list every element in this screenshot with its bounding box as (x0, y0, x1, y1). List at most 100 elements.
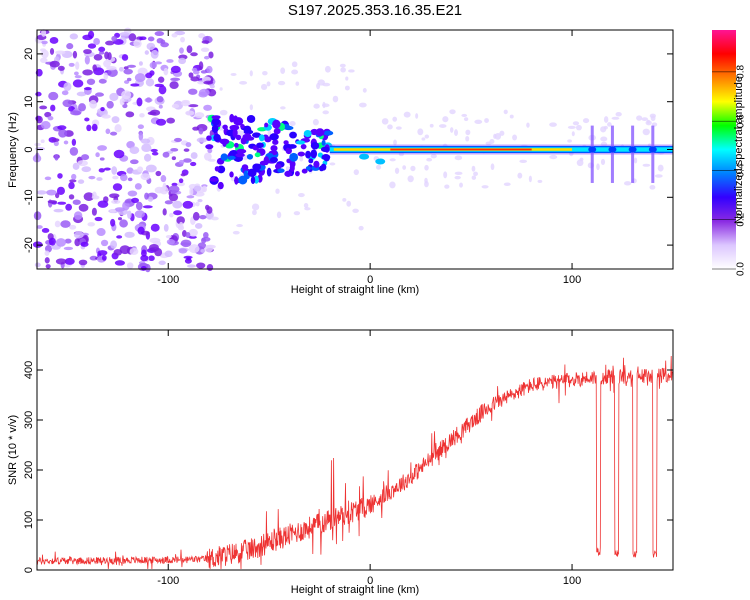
spectrogram-speckle (190, 161, 197, 167)
spectrogram-speckle (86, 124, 92, 132)
spectrogram-speckle (106, 65, 117, 71)
spectrogram-speckle (140, 138, 151, 144)
spectrogram-speckle (124, 80, 130, 84)
spectrogram-speckle (166, 239, 175, 245)
spectrogram-speckle (87, 222, 96, 227)
spectrogram-speckle (110, 218, 116, 227)
spectrogram-transition-cell (247, 168, 257, 177)
spectrogram-speckle (186, 256, 192, 261)
spectrogram-speckle (86, 78, 96, 85)
spectrogram-speckle (139, 113, 145, 118)
spectrogram-speckle (63, 246, 74, 251)
spectrogram-transition-cell (283, 125, 294, 131)
spectrogram-speckle (193, 185, 202, 192)
spectrogram-speckle (47, 116, 54, 121)
spectrogram-transition-cell (318, 165, 325, 172)
spectrogram-speckle (188, 244, 200, 254)
spectrogram-transition-cell (273, 128, 281, 135)
spectrogram-faint-speckle (454, 171, 463, 176)
spectrogram-speckle (141, 249, 147, 257)
spectrogram-speckle (200, 70, 208, 74)
spectrogram-speckle (129, 146, 140, 155)
spectrogram-speckle (170, 147, 179, 152)
spectrogram-transition-cell (321, 154, 331, 161)
spectrogram-speckle (65, 203, 73, 211)
spectrogram-speckle (198, 88, 210, 97)
spectrogram-speckle (119, 32, 130, 37)
spectrogram-faint-speckle (600, 158, 606, 166)
spectrogram-speckle (198, 33, 206, 39)
spectrogram-speckle (180, 36, 185, 43)
colorbar-tick-label: 0.2 (736, 212, 747, 226)
spectrogram-transition-cell (222, 124, 228, 130)
snr-y-tick-label: 400 (23, 361, 35, 379)
spectrogram-transition-cell (294, 171, 300, 177)
spectrogram-x-tick-label: 0 (367, 274, 373, 286)
spectrogram-x-tick-label: 100 (563, 274, 581, 286)
spectrogram-speckle (113, 149, 125, 159)
spectrogram-faint-speckle (517, 172, 523, 179)
spectrogram-speckle (162, 151, 170, 158)
spectrogram-speckle (162, 182, 167, 192)
spectrogram-speckle (125, 111, 135, 118)
spectrogram-speckle (180, 173, 186, 177)
spectrogram-speckle (111, 166, 118, 175)
spectrogram-speckle (97, 250, 108, 256)
spectrogram-faint-speckle (485, 141, 492, 146)
spectrogram-speckle (202, 185, 207, 193)
spectrogram-faint-speckle (345, 76, 349, 81)
spectrogram-speckle (96, 228, 106, 237)
spectrogram-speckle (166, 117, 175, 124)
spectrogram-faint-speckle (582, 118, 590, 124)
spectrogram-speckle (154, 83, 164, 88)
spectrogram-speckle (105, 40, 115, 46)
spectrogram-speckle (112, 175, 119, 180)
spectrogram-speckle (82, 69, 93, 76)
colorbar: 0.0 0.2 0.4 0.6 0.8 Normalized spectral ampl… (712, 30, 747, 276)
spectrogram-speckle (209, 84, 215, 89)
spectrogram-speckle (53, 140, 59, 147)
spectrogram-faint-speckle (219, 87, 223, 91)
spectrogram-faint-speckle (280, 67, 286, 74)
spectrogram-speckle (130, 159, 139, 165)
spectrogram-faint-speckle (252, 209, 257, 216)
spectrogram-speckle (117, 217, 123, 221)
spectrogram-dropout-spike (631, 125, 635, 183)
spectrogram-speckle (171, 156, 176, 161)
spectrogram-speckle (198, 61, 204, 71)
spectrogram-speckle (180, 239, 192, 248)
spectrogram-speckle (140, 266, 147, 271)
spectrogram-faint-speckle (454, 129, 458, 137)
snr-frame (36, 329, 674, 571)
spectrogram-speckle (137, 124, 144, 130)
spectrogram-speckle (150, 223, 160, 232)
spectrogram-speckle (189, 187, 194, 196)
spectrogram-speckle (133, 39, 142, 48)
spectrogram-speckle (87, 30, 95, 39)
spectrogram-speckle (36, 115, 43, 124)
spectrogram-speckle (54, 154, 59, 161)
spectrogram-transition-cell (211, 115, 221, 120)
spectrogram-speckle (107, 68, 118, 77)
spectrogram-speckle (48, 237, 56, 246)
spectrogram-faint-speckle (236, 224, 243, 228)
spectrogram-speckle (83, 49, 92, 55)
spectrogram-transition-cell (234, 176, 239, 185)
spectrogram-faint-speckle (636, 115, 643, 121)
spectrogram-faint-speckle (322, 101, 326, 109)
spectrogram-speckle (76, 91, 87, 97)
spectrogram-speckle (146, 136, 155, 146)
spectrogram-speckle (127, 64, 136, 68)
spectrogram-faint-speckle (415, 113, 419, 119)
spectrogram-speckle (68, 194, 75, 200)
spectrogram-speckle (33, 211, 42, 221)
spectrogram-speckle (95, 92, 104, 97)
spectrogram-faint-speckle (499, 130, 505, 136)
spectrogram-faint-speckle (473, 171, 479, 177)
spectrogram-speckle (145, 72, 153, 79)
spectrogram-transition-cell (310, 142, 320, 150)
spectrogram-transition-cell (289, 164, 295, 172)
spectrogram-speckle (176, 216, 185, 225)
spectrogram-speckle (124, 200, 132, 204)
spectrogram-speckle (50, 104, 56, 112)
